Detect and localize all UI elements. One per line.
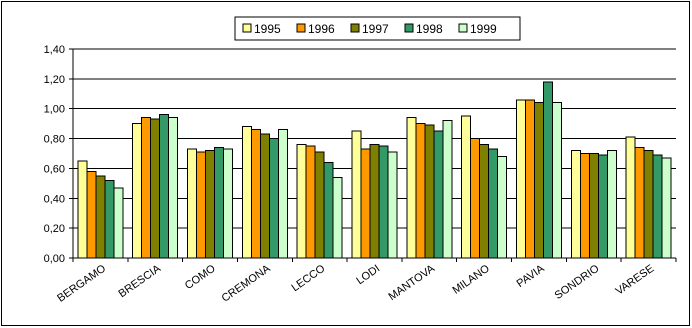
y-tick-label: 0,60: [44, 163, 65, 175]
bar-1996-varese: [634, 147, 645, 259]
legend: 1995 1996 1997 1998 1999: [234, 16, 521, 41]
bar-1996-sondrio: [579, 153, 590, 259]
bar-1999-cremona: [277, 129, 288, 259]
bar-1998-brescia: [159, 114, 170, 259]
x-tick-label: LECCO: [289, 262, 327, 294]
x-tick-label: COMO: [183, 262, 218, 292]
legend-swatch-1999: [458, 23, 468, 33]
bar-1999-milano: [497, 155, 508, 259]
y-tick-label: 0,40: [44, 193, 65, 205]
legend-label-1996: 1996: [308, 22, 335, 36]
bar-1995-sondrio: [570, 150, 581, 259]
axes: [72, 49, 677, 262]
bar-1999-mantova: [442, 120, 453, 259]
legend-swatch-1996: [296, 23, 306, 33]
bars: [77, 81, 672, 259]
x-tick-label: BERGAMO: [55, 262, 108, 304]
y-tick-label: 1,20: [44, 74, 65, 86]
bar-1996-bergamo: [86, 170, 97, 259]
legend-swatch-1995: [242, 23, 252, 33]
bar-1996-cremona: [250, 129, 261, 259]
bar-1996-lecco: [305, 145, 316, 259]
bar-1998-sondrio: [597, 154, 608, 259]
y-tick-label: 0,20: [44, 223, 65, 235]
bar-1996-milano: [470, 138, 481, 259]
legend-label-1999: 1999: [470, 22, 497, 36]
bar-1997-lecco: [314, 151, 325, 259]
x-tick-label: LODI: [354, 263, 382, 288]
bar-1995-pavia: [515, 99, 526, 259]
legend-swatch-1998: [404, 23, 414, 33]
x-tick-label: MANTOVA: [386, 262, 437, 303]
bar-1995-lecco: [296, 144, 307, 259]
bar-1999-lodi: [387, 151, 398, 259]
bar-1997-cremona: [259, 133, 270, 259]
bar-1995-bergamo: [77, 160, 88, 259]
bar-1995-brescia: [132, 123, 143, 259]
x-tick-label: SONDRIO: [553, 262, 602, 302]
bar-1998-como: [214, 147, 225, 259]
bar-1997-brescia: [150, 118, 161, 259]
bar-1997-mantova: [424, 124, 435, 259]
bar-1998-pavia: [542, 81, 553, 259]
bar-1999-lecco: [332, 176, 343, 259]
bar-1996-mantova: [415, 123, 426, 259]
bar-1995-varese: [625, 136, 636, 259]
y-tick-labels: 0,00 0,20 0,40 0,60 0,80 1,00 1,20 1,40: [44, 44, 65, 265]
bar-1997-sondrio: [588, 153, 599, 259]
bar-1997-bergamo: [95, 175, 106, 259]
legend-label-1998: 1998: [416, 22, 443, 36]
y-tick-label: 0,80: [44, 134, 65, 146]
bar-1995-mantova: [406, 117, 417, 259]
x-tick-label: MILANO: [450, 262, 492, 296]
x-tick-label: PAVIA: [515, 262, 548, 290]
y-tick-label: 0,00: [44, 253, 65, 265]
x-tick-label: BRESCIA: [117, 262, 164, 300]
x-tick-label: VARESE: [614, 263, 657, 298]
x-tick-label: CREMONA: [220, 262, 273, 304]
bar-1998-mantova: [433, 130, 444, 259]
bar-1997-varese: [643, 150, 654, 259]
bar-1998-lodi: [378, 145, 389, 259]
x-tick-labels: BERGAMO BRESCIA COMO CREMONA LECCO LODI MANTOV…: [55, 262, 656, 304]
bar-1998-milano: [488, 148, 499, 259]
legend-label-1995: 1995: [254, 22, 281, 36]
bar-1999-como: [223, 148, 234, 259]
bar-1997-pavia: [533, 102, 544, 259]
bar-1995-cremona: [241, 126, 252, 259]
bar-1998-lecco: [323, 161, 334, 259]
bar-1999-bergamo: [113, 187, 124, 259]
legend-box: [234, 16, 521, 41]
legend-label-1997: 1997: [362, 22, 389, 36]
y-tick-label: 1,40: [44, 44, 65, 56]
bar-1998-bergamo: [104, 179, 115, 259]
bar-1997-lodi: [369, 144, 380, 259]
bar-1995-lodi: [351, 130, 362, 259]
bar-1999-varese: [661, 157, 672, 259]
bar-1995-como: [187, 148, 198, 259]
legend-swatch-1997: [350, 23, 360, 33]
bar-1996-brescia: [141, 117, 152, 259]
bar-1996-pavia: [524, 99, 535, 259]
bar-1998-varese: [652, 154, 663, 259]
y-tick-label: 1,00: [44, 104, 65, 116]
bar-1998-cremona: [268, 138, 279, 259]
bar-1997-milano: [479, 144, 490, 259]
bar-1997-como: [205, 150, 216, 259]
bar-1996-lodi: [360, 148, 371, 259]
bar-1999-sondrio: [606, 150, 617, 259]
bar-1999-brescia: [168, 117, 179, 259]
bar-1995-milano: [461, 115, 472, 259]
bar-1999-pavia: [551, 102, 562, 259]
bar-1996-como: [196, 151, 207, 259]
